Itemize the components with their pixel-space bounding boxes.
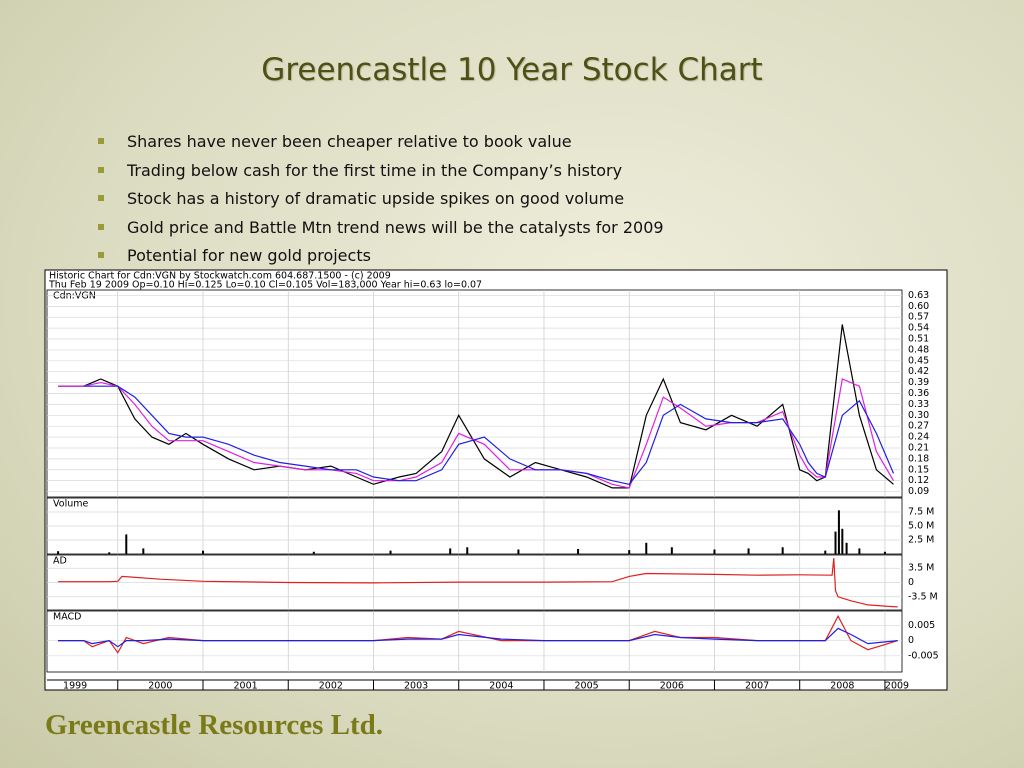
footer: Greencastle Resources Ltd. — [45, 709, 384, 741]
y-tick-label: 3.5 M — [908, 563, 934, 574]
y-tick-label: 0 — [908, 635, 914, 646]
volume-bar — [108, 552, 111, 554]
volume-bar — [834, 531, 837, 554]
volume-bar — [466, 547, 469, 554]
y-tick-label: 0.42 — [908, 366, 929, 377]
y-tick-label: 0.18 — [908, 453, 929, 464]
y-tick-label: -0.005 — [908, 650, 939, 661]
volume-bar — [645, 542, 648, 554]
x-tick-label: 2009 — [885, 681, 909, 692]
x-tick-label: 2005 — [575, 681, 599, 692]
x-tick-label: 1999 — [63, 681, 87, 692]
volume-bar — [312, 551, 315, 554]
volume-bar — [125, 534, 128, 554]
chart-frame — [44, 269, 948, 691]
y-tick-label: 2.5 M — [908, 535, 934, 546]
y-tick-label: 0.45 — [908, 355, 929, 366]
panel-label: MACD — [53, 612, 81, 623]
volume-bar — [845, 542, 848, 554]
chart-header: Thu Feb 19 2009 Op=0.10 Hi=0.125 Lo=0.10… — [48, 280, 482, 291]
bullet: Trading below cash for the first time in… — [96, 161, 664, 190]
y-tick-label: 0.30 — [908, 410, 929, 421]
y-tick-label: 0.57 — [908, 312, 929, 323]
bullet: Potential for new gold projects — [96, 246, 664, 275]
volume-bar — [824, 550, 827, 554]
volume-bar — [449, 548, 452, 554]
volume-bar — [713, 549, 716, 554]
bullet-list: Shares have never been cheaper relative … — [96, 132, 664, 275]
series-line — [58, 378, 895, 489]
x-tick-label: 2006 — [660, 681, 684, 692]
panel-label: Cdn:VGN — [53, 291, 96, 302]
y-tick-label: 0.51 — [908, 334, 929, 345]
x-tick-label: 2000 — [148, 681, 172, 692]
chart-header: Historic Chart for Cdn:VGN by Stockwatch… — [49, 271, 391, 282]
x-tick-label: 2002 — [319, 681, 343, 692]
y-tick-label: -3.5 M — [908, 591, 938, 602]
volume-bar — [837, 510, 840, 554]
y-tick-label: 0.60 — [908, 301, 929, 312]
volume-bar — [858, 548, 861, 554]
volume-bar — [389, 550, 392, 554]
series-line — [58, 558, 898, 608]
y-tick-label: 0.48 — [908, 344, 929, 355]
y-tick-label: 0.33 — [908, 399, 929, 410]
x-tick-label: 2001 — [234, 681, 258, 692]
x-tick-label: 2008 — [830, 681, 854, 692]
bullet: Stock has a history of dramatic upside s… — [96, 189, 664, 218]
y-tick-label: 5.0 M — [908, 521, 934, 532]
panel-frame — [46, 610, 903, 673]
y-tick-label: 0.005 — [908, 620, 935, 631]
series-line — [58, 627, 898, 648]
y-tick-label: 0.24 — [908, 432, 929, 443]
volume-bar — [670, 547, 673, 554]
slide-title: Greencastle 10 Year Stock Chart — [261, 52, 763, 88]
bullet: Shares have never been cheaper relative … — [96, 132, 664, 161]
y-tick-label: 0.27 — [908, 421, 929, 432]
y-tick-label: 7.5 M — [908, 507, 934, 518]
volume-bar — [628, 550, 631, 554]
y-tick-label: 0.09 — [908, 486, 929, 497]
panel-label: AD — [53, 556, 67, 567]
x-tick-label: 2003 — [404, 681, 428, 692]
volume-bar — [577, 548, 580, 554]
panel-label: Volume — [53, 499, 88, 510]
volume-bar — [841, 528, 844, 554]
y-tick-label: 0.36 — [908, 388, 929, 399]
x-tick-label: 2007 — [745, 681, 769, 692]
volume-bar — [517, 549, 520, 554]
volume-bar — [57, 551, 60, 554]
y-tick-label: 0.12 — [908, 475, 929, 486]
y-tick-label: 0.15 — [908, 464, 929, 475]
y-tick-label: 0 — [908, 577, 914, 588]
y-tick-label: 0.54 — [908, 323, 929, 334]
x-tick-label: 2004 — [489, 681, 513, 692]
y-tick-label: 0.21 — [908, 442, 929, 453]
series-line — [83, 385, 895, 485]
series-line — [58, 324, 894, 489]
y-tick-label: 0.63 — [908, 290, 929, 301]
volume-bar — [201, 550, 204, 554]
bullet: Gold price and Battle Mtn trend news wil… — [96, 218, 664, 247]
y-tick-label: 0.39 — [908, 377, 929, 388]
volume-bar — [883, 551, 886, 554]
volume-bar — [781, 547, 784, 554]
volume-bar — [747, 548, 750, 554]
volume-bar — [142, 548, 145, 554]
